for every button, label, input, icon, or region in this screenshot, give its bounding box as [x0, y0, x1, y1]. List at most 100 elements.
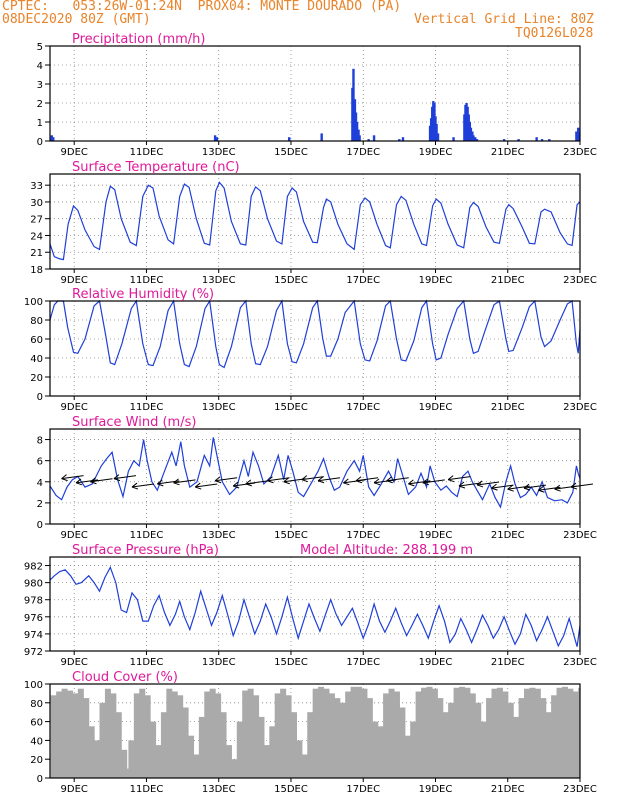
precip-title: Precipitation (mm/h) [72, 32, 205, 47]
rh-xtick-label: 13DEC [202, 402, 236, 413]
pressure-xtick-label: 13DEC [202, 657, 236, 668]
wind-arrow-head [507, 484, 514, 492]
wind-xtick-label: 19DEC [419, 530, 453, 541]
wind-arrow-head [267, 476, 274, 484]
wind-arrow [318, 477, 341, 482]
cloud-bar [323, 688, 330, 778]
cloud-bar [372, 721, 379, 778]
precip-bar [320, 133, 323, 141]
pressure-ytick-label: 978 [24, 596, 43, 607]
precip-bar [213, 135, 217, 141]
wind-frame [49, 428, 581, 525]
pressure-ytick-label: 976 [24, 613, 43, 624]
cloud-bar [502, 691, 509, 778]
rh-ytick-label: 40 [30, 354, 43, 365]
cloud-ytick-label: 40 [30, 736, 43, 747]
cloud-bar [453, 687, 460, 778]
cloud-ytick-label: 100 [24, 680, 43, 691]
cloud-bar [166, 688, 173, 778]
cloud-bar [415, 691, 422, 778]
cloud-bar [198, 716, 205, 778]
cloud-bar [171, 691, 178, 778]
temp-xtick-label: 21DEC [491, 275, 525, 286]
precip-bar [287, 137, 291, 141]
wind-arrow-head [447, 475, 455, 483]
precip-ytick-label: 5 [37, 42, 43, 53]
cloud-bar [133, 693, 140, 778]
temp-title: Surface Temperature (nC) [72, 160, 240, 175]
precip-bar [469, 127, 473, 141]
wind-arrow-head [173, 478, 180, 486]
cloud-bar [72, 693, 79, 778]
cloud-bar [545, 712, 552, 778]
wind-arrow [75, 479, 99, 484]
precip-xtick-label: 11DEC [130, 147, 164, 158]
pressure-ytick-label: 980 [24, 579, 43, 590]
cloud-xtick-label: 17DEC [346, 784, 380, 795]
cloud-bar [361, 688, 368, 778]
cloud-bar [139, 688, 146, 778]
cloud-bar [345, 691, 352, 778]
wind-arrow-head [232, 481, 240, 489]
pressure-frame [49, 556, 581, 652]
wind-arrow [131, 483, 155, 488]
wind-arrow-head [491, 483, 498, 491]
rh-ytick-label: 60 [30, 335, 43, 346]
wind-arrow-head [343, 478, 350, 486]
rh-frame [49, 300, 581, 397]
precip-bar [436, 133, 440, 141]
cloud-bar [144, 695, 151, 778]
cloud-bar [177, 695, 184, 778]
wind-arrow-head [245, 479, 252, 487]
cloud-bar [253, 695, 260, 778]
precip-bar [435, 123, 438, 141]
cloud-xtick-label: 23DEC [563, 784, 597, 795]
cloud-xtick-label: 19DEC [419, 784, 453, 795]
wind-xtick-label: 17DEC [346, 530, 380, 541]
pressure-subtitle: Model Altitude: 288.199 m [300, 543, 473, 558]
cloud-bar [66, 690, 73, 778]
temp-xtick-label: 17DEC [346, 275, 380, 286]
temp-xtick-label: 9DEC [61, 275, 88, 286]
precip-xtick-label: 15DEC [274, 147, 308, 158]
precip-bar [452, 137, 455, 141]
precip-bar [475, 139, 479, 141]
cloud-bar [50, 695, 57, 778]
wind-xtick-label: 9DEC [61, 530, 88, 541]
cloud-bar [220, 712, 227, 778]
cloud-xtick-label: 21DEC [491, 784, 525, 795]
header-date-line: 08DEC2020 80Z (GMT) [2, 12, 151, 27]
wind-arrow [301, 476, 324, 481]
precip-bar [472, 135, 475, 141]
wind-arrow-head [61, 474, 68, 482]
pressure-xtick-label: 23DEC [563, 657, 597, 668]
precip-bar [50, 135, 54, 141]
cloud-bar [269, 726, 276, 778]
wind-ytick-label: 4 [37, 478, 43, 489]
wind-arrow-head [554, 484, 561, 492]
precip-bar [578, 133, 580, 141]
precip-ytick-label: 2 [37, 99, 43, 110]
rh-xtick-label: 23DEC [563, 402, 597, 413]
cloud-bar [491, 688, 498, 778]
cloud-bar [88, 726, 95, 778]
wind-arrow-head [570, 482, 578, 490]
precip-bar [52, 137, 55, 141]
wind-arrow [476, 481, 500, 486]
pressure-line [49, 565, 581, 648]
wind-arrow-head [386, 476, 393, 484]
precip-xtick-label: 9DEC [61, 147, 88, 158]
wind-xtick-label: 11DEC [130, 530, 164, 541]
wind-arrow-head [538, 485, 545, 493]
cloud-bar [534, 688, 541, 778]
cloud-ytick-label: 80 [30, 699, 43, 710]
cloud-bar [307, 712, 314, 778]
cloud-bar [404, 735, 411, 778]
cloud-bar [458, 686, 465, 778]
cloud-bar [274, 693, 281, 778]
wind-arrow-head [194, 482, 202, 490]
precip-bar [575, 131, 578, 141]
wind-arrow [448, 476, 471, 481]
precip-bar [576, 127, 580, 141]
precip-xtick-label: 13DEC [202, 147, 236, 158]
